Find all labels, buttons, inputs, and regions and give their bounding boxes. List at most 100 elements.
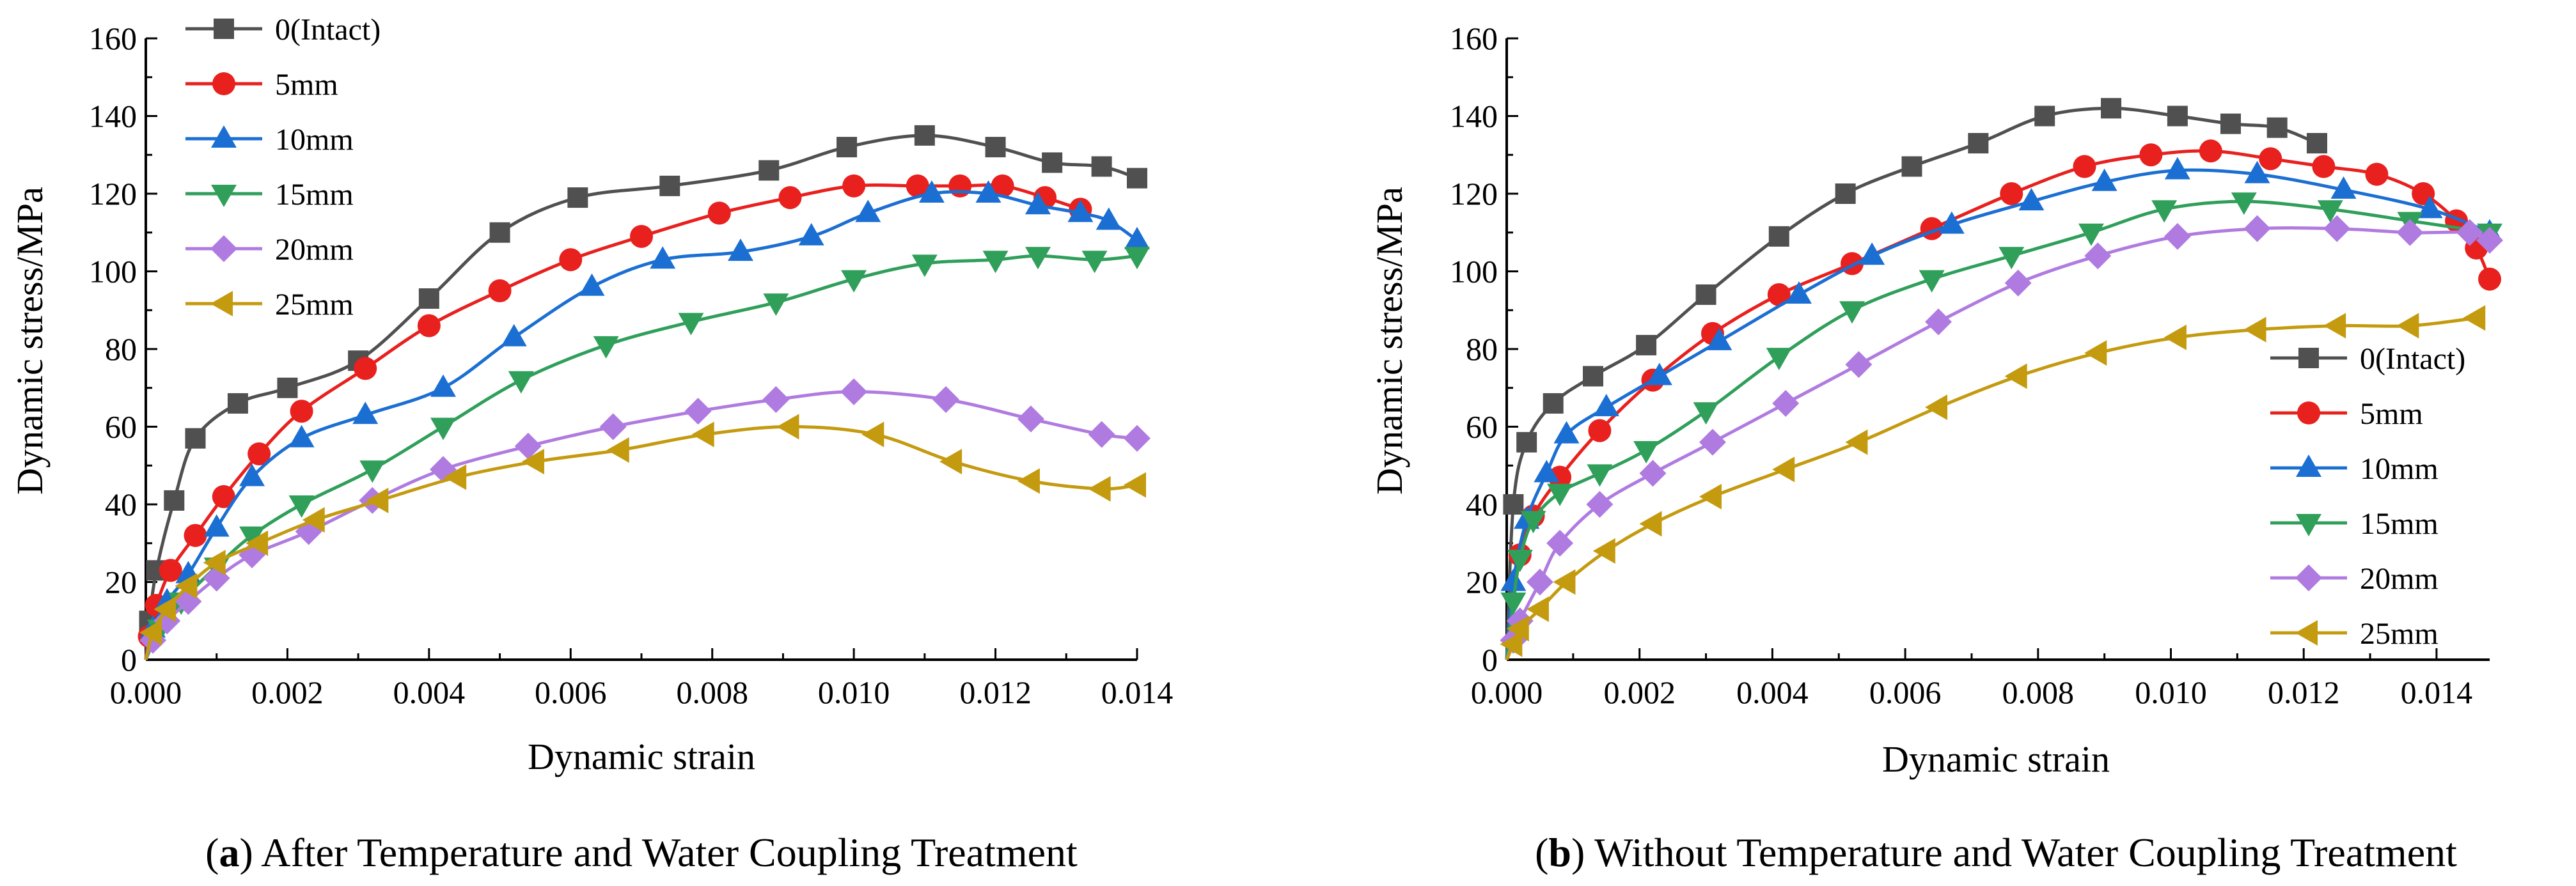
data-point	[599, 413, 627, 440]
data-point	[489, 222, 510, 243]
data-point	[1534, 460, 1560, 483]
x-tick-label: 0.014	[1101, 674, 1174, 710]
data-point	[302, 507, 325, 533]
data-point	[239, 526, 265, 549]
data-point	[948, 174, 972, 198]
data-point	[1088, 476, 1111, 502]
y-tick-label: 60	[1466, 409, 1498, 445]
data-point	[1547, 483, 1573, 506]
series-line	[1505, 316, 2477, 660]
data-point	[1588, 419, 1612, 442]
data-point	[1507, 550, 1533, 573]
x-tick-label: 0.000	[1471, 674, 1543, 710]
data-point	[1500, 592, 1527, 615]
data-point	[1695, 284, 1716, 305]
data-point	[1968, 133, 1989, 154]
legend-label: 10mm	[2360, 452, 2439, 486]
legend-marker	[2295, 620, 2318, 646]
legend-label: 0(Intact)	[275, 13, 381, 47]
data-point	[2167, 105, 2188, 127]
legend-marker	[2296, 514, 2321, 536]
data-point	[798, 222, 824, 245]
data-point	[1786, 281, 1812, 304]
data-point	[691, 421, 714, 447]
data-point	[939, 449, 962, 475]
data-point	[184, 524, 207, 547]
x-axis-label: Dynamic strain	[1882, 738, 2110, 780]
data-point	[352, 401, 379, 424]
data-point	[2004, 363, 2027, 389]
data-point	[906, 174, 929, 198]
data-point	[1088, 421, 1115, 448]
caption-letter: a	[219, 830, 239, 875]
data-point	[1500, 568, 1527, 591]
data-point	[2000, 182, 2023, 205]
data-point	[2396, 219, 2424, 246]
data-point	[203, 514, 230, 537]
x-tick-label: 0.004	[1736, 674, 1809, 710]
x-tick-label: 0.010	[2135, 674, 2207, 710]
data-point	[758, 160, 780, 181]
y-tick-label: 140	[1450, 98, 1498, 134]
data-point	[1925, 308, 1952, 336]
legend-marker	[2295, 564, 2322, 591]
data-point	[1124, 247, 1150, 270]
data-point	[1901, 156, 1922, 177]
x-tick-label: 0.008	[2002, 674, 2075, 710]
data-point	[444, 464, 467, 490]
data-point	[1124, 226, 1150, 249]
data-point	[1706, 327, 1732, 350]
data-point	[2164, 324, 2187, 350]
series-line	[144, 425, 1138, 660]
x-tick-label: 0.006	[535, 674, 607, 710]
data-point	[1646, 362, 1672, 385]
data-point	[1919, 270, 1945, 293]
data-point	[288, 495, 315, 518]
data-point	[430, 417, 456, 440]
data-point	[203, 550, 226, 576]
data-point	[1526, 568, 1553, 596]
data-point	[418, 288, 439, 309]
data-point	[1767, 283, 1791, 306]
data-point	[2199, 139, 2222, 163]
data-point	[1503, 494, 1524, 515]
data-point	[239, 463, 265, 486]
data-point	[2243, 316, 2266, 343]
data-point	[1845, 351, 1873, 378]
data-point	[1516, 431, 1537, 453]
y-tick-label: 100	[1450, 254, 1498, 290]
data-point	[1768, 226, 1789, 247]
caption-a: (a) After Temperature and Water Coupling…	[205, 830, 1078, 875]
data-point	[861, 421, 884, 447]
data-point	[2078, 223, 2104, 246]
data-point	[567, 187, 588, 208]
y-tick-label: 100	[89, 254, 137, 290]
y-tick-label: 80	[1466, 331, 1498, 367]
data-point	[1925, 394, 1948, 421]
data-point	[2323, 215, 2351, 242]
data-point	[707, 201, 731, 225]
data-point	[2034, 105, 2055, 127]
legend-marker	[2298, 348, 2319, 368]
data-point	[2266, 117, 2288, 138]
data-point	[1839, 301, 1865, 324]
series-5mm	[1505, 139, 2501, 660]
y-tick-label: 0	[121, 642, 137, 678]
data-point	[2243, 215, 2271, 242]
data-point	[2330, 176, 2357, 199]
data-point	[1553, 569, 1576, 595]
x-tick-label: 0.008	[676, 674, 748, 710]
series-0-intact-	[1503, 98, 2327, 660]
data-point	[1859, 242, 1885, 265]
data-point	[2244, 160, 2270, 183]
data-point	[1593, 394, 1619, 417]
y-tick-label: 40	[105, 486, 137, 522]
data-point	[288, 424, 315, 447]
data-point	[1586, 491, 1614, 518]
data-point	[1017, 405, 1044, 433]
legend-marker	[211, 125, 237, 148]
series-line	[1505, 106, 2318, 660]
legend-marker	[211, 185, 237, 207]
data-point	[1553, 421, 1580, 444]
data-point	[2463, 305, 2486, 331]
